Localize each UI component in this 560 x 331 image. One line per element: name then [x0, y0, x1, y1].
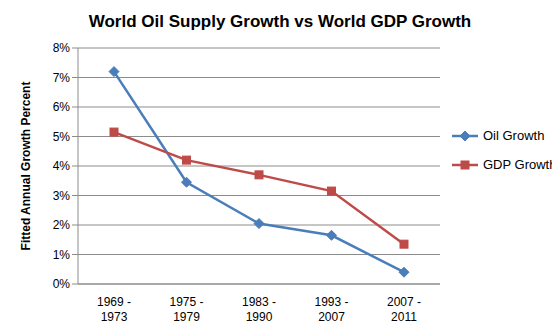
svg-text:2%: 2% [53, 218, 71, 232]
svg-text:1993 -2007: 1993 -2007 [314, 295, 348, 323]
html-text:Oil Growth: Oil Growth [483, 128, 545, 143]
svg-text:3%: 3% [53, 189, 71, 203]
svg-text:6%: 6% [53, 100, 71, 114]
svg-text:Fitted Annual Growth Percent: Fitted Annual Growth Percent [19, 82, 33, 251]
svg-text:8%: 8% [53, 41, 71, 55]
svg-text:1969 -1973: 1969 -1973 [97, 295, 131, 323]
html-text:GDP Growth: GDP Growth [483, 157, 557, 172]
svg-text:1%: 1% [53, 248, 71, 262]
svg-text:0%: 0% [53, 277, 71, 291]
svg-text:1975 -1979: 1975 -1979 [169, 295, 203, 323]
html-text:World Oil Supply Growth vs Wor: World Oil Supply Growth vs World GDP Gro… [88, 12, 472, 31]
svg-text:5%: 5% [53, 130, 71, 144]
svg-text:2007 -2011: 2007 -2011 [387, 295, 421, 323]
svg-text:1983 -1990: 1983 -1990 [242, 295, 276, 323]
svg-text:7%: 7% [53, 71, 71, 85]
svg-text:4%: 4% [53, 159, 71, 173]
